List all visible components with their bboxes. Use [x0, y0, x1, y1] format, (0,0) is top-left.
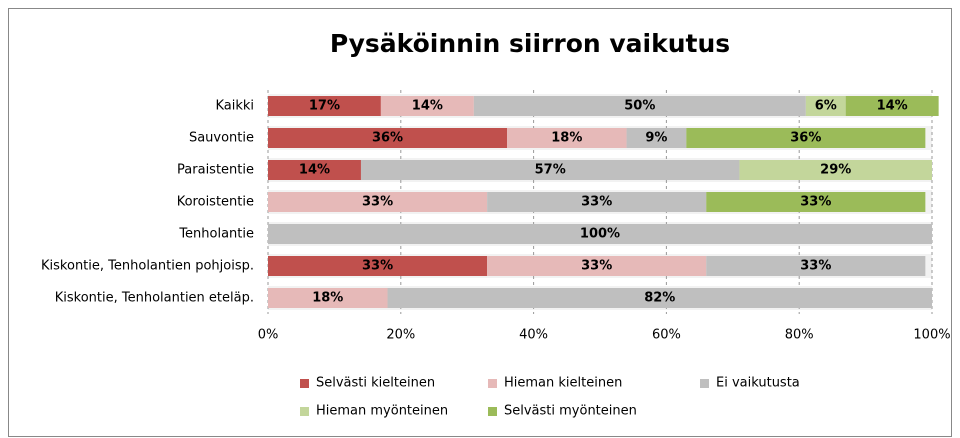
data-label: 14%: [412, 99, 443, 114]
legend-swatch: [700, 379, 709, 388]
legend-label: Hieman myönteinen: [316, 404, 448, 419]
data-label: 17%: [309, 99, 340, 114]
y-tick-label: Kiskontie, Tenholantien pohjoisp.: [41, 259, 254, 274]
bar-segment: [845, 96, 939, 116]
data-label: 33%: [362, 195, 393, 210]
data-label: 33%: [800, 259, 831, 274]
data-label: 6%: [815, 99, 837, 114]
data-label: 57%: [535, 163, 566, 178]
data-label: 82%: [644, 291, 675, 306]
x-tick-label: 0%: [258, 328, 279, 343]
bar-segment: [805, 96, 846, 116]
bar-segment: [626, 128, 687, 148]
y-tick-label: Kaikki: [215, 99, 254, 114]
bar-segment: [268, 96, 381, 116]
bar-segment: [360, 160, 740, 180]
bar-segment: [268, 128, 508, 148]
legend-swatch: [488, 379, 497, 388]
bar-segment: [686, 128, 926, 148]
data-label: 14%: [299, 163, 330, 178]
y-tick-label: Tenholantie: [178, 227, 254, 242]
x-tick-label: 60%: [652, 328, 681, 343]
bar-segment: [268, 224, 932, 244]
data-label: 18%: [551, 131, 582, 146]
data-label: 36%: [372, 131, 403, 146]
bar-segment: [507, 128, 627, 148]
data-label: 33%: [581, 259, 612, 274]
x-tick-label: 80%: [785, 328, 814, 343]
bar-segment: [268, 192, 488, 212]
x-tick-label: 20%: [386, 328, 415, 343]
chart-title: Pysäköinnin siirron vaikutus: [330, 29, 730, 58]
legend-swatch: [488, 407, 497, 416]
bar-segment: [268, 288, 388, 308]
bar-segment: [487, 192, 707, 212]
legend-label: Selvästi myönteinen: [504, 404, 637, 419]
bar-segment: [380, 96, 474, 116]
x-tick-label: 100%: [913, 328, 950, 343]
bar-segment: [487, 256, 707, 276]
bar-segment: [706, 192, 926, 212]
data-label: 9%: [645, 131, 667, 146]
data-label: 18%: [312, 291, 343, 306]
data-label: 14%: [877, 99, 908, 114]
y-tick-label: Sauvontie: [189, 131, 254, 146]
bar-segment: [387, 288, 932, 308]
data-label: 29%: [820, 163, 851, 178]
y-tick-label: Paraistentie: [177, 163, 254, 178]
bar-segment: [739, 160, 932, 180]
data-label: 33%: [362, 259, 393, 274]
bar-segment: [473, 96, 806, 116]
y-tick-label: Koroistentie: [177, 195, 254, 210]
bar-segment: [268, 160, 361, 180]
data-label: 100%: [580, 227, 620, 242]
data-label: 33%: [800, 195, 831, 210]
bar-segment: [706, 256, 926, 276]
bar-segment: [268, 256, 488, 276]
y-tick-label: Kiskontie, Tenholantien eteläp.: [55, 291, 254, 306]
legend-label: Hieman kielteinen: [504, 376, 622, 391]
data-label: 33%: [581, 195, 612, 210]
legend-label: Ei vaikutusta: [716, 376, 800, 391]
data-label: 36%: [790, 131, 821, 146]
legend-swatch: [300, 379, 309, 388]
legend-swatch: [300, 407, 309, 416]
legend-label: Selvästi kielteinen: [316, 376, 435, 391]
x-tick-label: 40%: [519, 328, 548, 343]
data-label: 50%: [624, 99, 655, 114]
